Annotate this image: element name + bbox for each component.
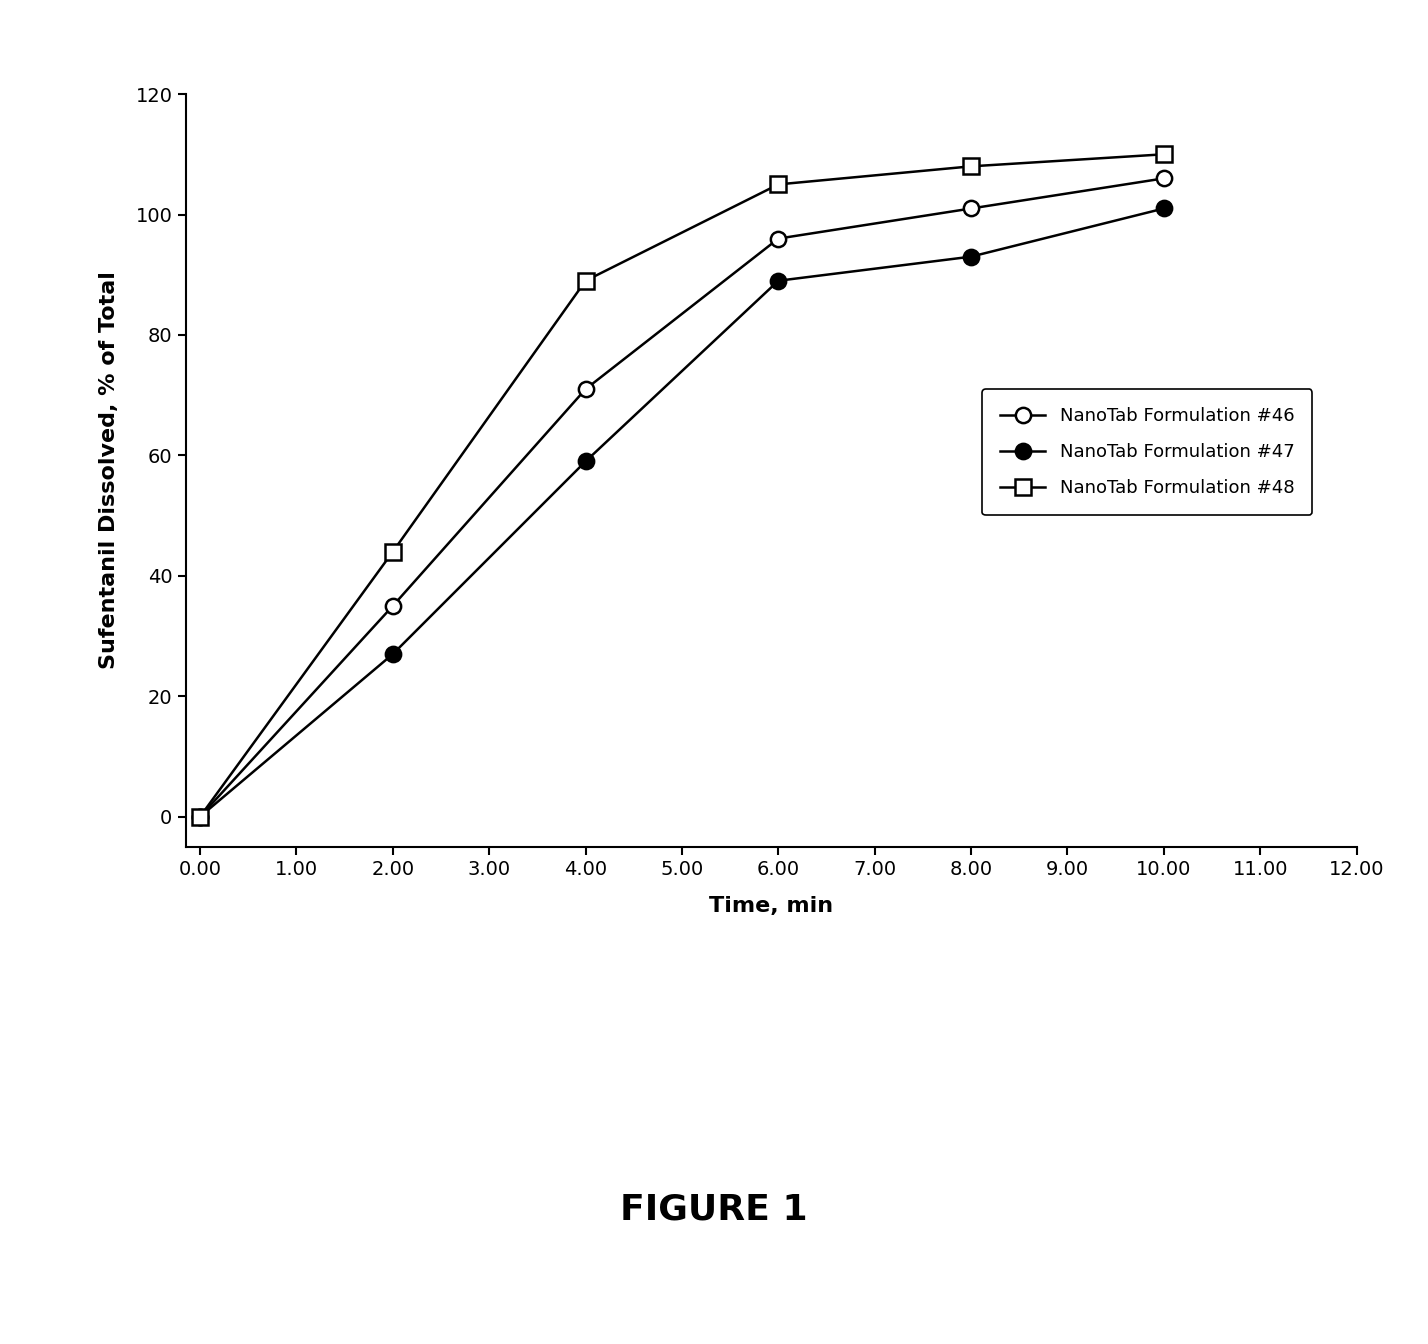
Line: NanoTab Formulation #46: NanoTab Formulation #46: [193, 171, 1171, 824]
NanoTab Formulation #46: [962, 200, 980, 216]
NanoTab Formulation #46: [384, 598, 401, 614]
NanoTab Formulation #47: [1155, 200, 1172, 216]
Y-axis label: Sufentanil Dissolved, % of Total: Sufentanil Dissolved, % of Total: [99, 271, 119, 669]
NanoTab Formulation #48: [770, 176, 787, 192]
NanoTab Formulation #46: [577, 382, 594, 398]
NanoTab Formulation #46: [770, 231, 787, 247]
NanoTab Formulation #48: [1155, 146, 1172, 163]
Legend: NanoTab Formulation #46, NanoTab Formulation #47, NanoTab Formulation #48: NanoTab Formulation #46, NanoTab Formula…: [982, 390, 1312, 515]
NanoTab Formulation #47: [962, 249, 980, 265]
NanoTab Formulation #48: [191, 809, 208, 825]
NanoTab Formulation #48: [962, 159, 980, 175]
NanoTab Formulation #46: [1155, 171, 1172, 187]
NanoTab Formulation #48: [577, 273, 594, 289]
Line: NanoTab Formulation #47: NanoTab Formulation #47: [193, 200, 1171, 824]
Text: FIGURE 1: FIGURE 1: [620, 1192, 808, 1227]
NanoTab Formulation #47: [770, 273, 787, 289]
NanoTab Formulation #46: [191, 809, 208, 825]
X-axis label: Time, min: Time, min: [710, 895, 833, 915]
NanoTab Formulation #47: [384, 646, 401, 663]
NanoTab Formulation #48: [384, 543, 401, 559]
NanoTab Formulation #47: [191, 809, 208, 825]
NanoTab Formulation #47: [577, 453, 594, 469]
Line: NanoTab Formulation #48: NanoTab Formulation #48: [193, 146, 1171, 824]
